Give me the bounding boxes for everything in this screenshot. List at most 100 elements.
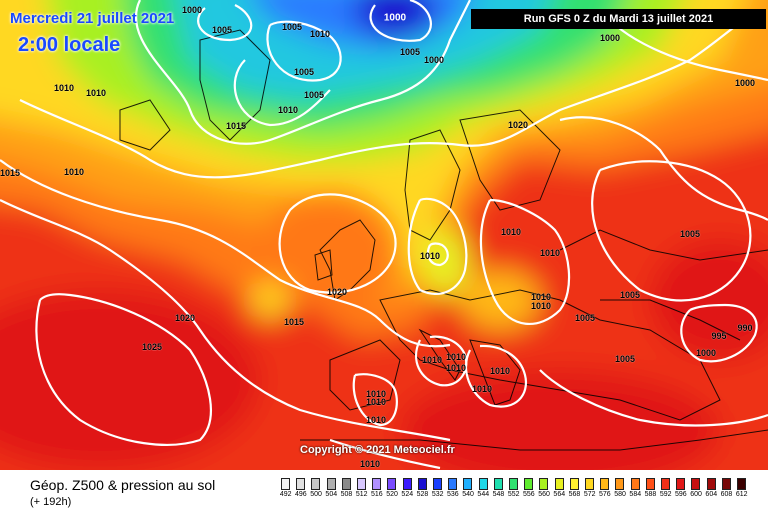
scale-label: 600 <box>690 491 702 498</box>
isobar-label: 1010 <box>489 366 511 376</box>
scale-swatch <box>585 478 594 490</box>
scale-label: 520 <box>386 491 398 498</box>
scale-label: 604 <box>705 491 718 498</box>
scale-swatch <box>615 478 625 490</box>
scale-label: 540 <box>462 491 474 498</box>
isobar-label: 1010 <box>63 167 85 177</box>
scale-swatch <box>372 478 382 490</box>
scale-swatch <box>737 478 746 490</box>
scale-label: 524 <box>401 491 414 498</box>
isobar-label: 1010 <box>365 415 387 425</box>
isobar-label: 1000 <box>181 5 203 15</box>
scale-label: 568 <box>568 491 581 498</box>
isobar-label: 1010 <box>539 248 561 258</box>
isobar-label: 1010 <box>277 105 299 115</box>
scale-swatch <box>478 478 488 490</box>
scale-swatch <box>281 478 290 490</box>
scale-label: 500 <box>310 491 322 498</box>
scale-label: 580 <box>614 491 626 498</box>
isobar-label: 1010 <box>359 459 381 469</box>
isobar-label: 1010 <box>365 389 387 399</box>
geopotential-field <box>0 0 768 470</box>
isobar-label: 1015 <box>0 168 21 178</box>
scale-swatch <box>554 478 564 490</box>
isobar-label: 1010 <box>445 352 467 362</box>
scale-label: 552 <box>507 491 520 498</box>
isobar-label: 1020 <box>174 313 196 323</box>
scale-swatch <box>661 478 670 490</box>
scale-swatch <box>463 478 473 490</box>
weather-map: Mercredi 21 juillet 2021 2:00 locale Run… <box>0 0 768 470</box>
scale-label: 584 <box>629 491 642 498</box>
isobar-label: 1020 <box>326 287 348 297</box>
isobar-label: 1005 <box>211 25 233 35</box>
scale-swatch <box>569 478 579 490</box>
scale-label: 528 <box>416 491 429 498</box>
lead-time: (+ 192h) <box>30 496 72 508</box>
isobar-label: 1010 <box>421 355 443 365</box>
scale-label: 512 <box>355 491 368 498</box>
copyright-notice: Copyright © 2021 Meteociel.fr <box>300 444 455 456</box>
forecast-date: Mercredi 21 juillet 2021 <box>10 10 175 27</box>
scale-swatch <box>341 478 351 490</box>
isobar-label: 990 <box>737 323 753 333</box>
scale-label: 492 <box>279 491 292 498</box>
isobar-label: 1000 <box>599 33 621 43</box>
isobar-label: 1005 <box>293 67 315 77</box>
scale-label: 516 <box>371 491 383 498</box>
scale-label: 572 <box>583 491 596 498</box>
scale-swatch <box>326 478 336 490</box>
scale-swatch <box>448 478 458 490</box>
scale-label: 548 <box>492 491 505 498</box>
scale-label: 588 <box>644 491 657 498</box>
isobar-label: 1020 <box>507 120 529 130</box>
isobar-label: 1010 <box>471 384 493 394</box>
scale-swatch <box>509 478 518 490</box>
isobar-label: 1010 <box>85 88 107 98</box>
scale-swatch <box>417 478 427 490</box>
isobar-label: 1005 <box>574 313 596 323</box>
scale-swatch <box>402 478 412 490</box>
legend-footer: Géop. Z500 & pression au sol (+ 192h) 49… <box>0 470 768 512</box>
scale-swatch <box>676 478 686 490</box>
scale-label: 592 <box>659 491 672 498</box>
scale-swatch <box>706 478 716 490</box>
isobar-label: 1010 <box>445 363 467 373</box>
scale-swatch <box>600 478 610 490</box>
color-scale: 492 496 500 504 508 512 516 520 524 528 532 536 540 5… <box>279 478 751 508</box>
isobar-label: 1005 <box>281 22 303 32</box>
model-run-banner: Run GFS 0 Z du Mardi 13 juillet 2021 <box>471 9 766 29</box>
scale-swatch <box>645 478 655 490</box>
scale-swatch <box>493 478 503 490</box>
scale-label: 504 <box>325 491 338 498</box>
isobar-label: 1015 <box>283 317 305 327</box>
scale-label: 608 <box>720 491 733 498</box>
scale-swatch <box>296 478 306 490</box>
isobar-label: 1000 <box>423 55 445 65</box>
isobar-label: 1005 <box>679 229 701 239</box>
isobar-label: 1015 <box>225 121 247 131</box>
isobar-label: 1025 <box>141 342 163 352</box>
isobar-label: 1010 <box>309 29 331 39</box>
scale-swatch <box>524 478 534 490</box>
isobar-label: 1010 <box>530 292 552 302</box>
scale-label: 612 <box>735 491 748 498</box>
product-title: Géop. Z500 & pression au sol <box>30 477 216 493</box>
isobar-label: 1010 <box>500 227 522 237</box>
isobar-label: 995 <box>711 331 727 341</box>
isobar-label: 1005 <box>619 290 641 300</box>
isobar-label: 1010 <box>365 397 387 407</box>
scale-swatch <box>311 478 321 490</box>
isobar-label: 1010 <box>530 301 552 311</box>
scale-label: 576 <box>599 491 611 498</box>
scale-label: 564 <box>553 491 566 498</box>
scale-label: 496 <box>295 491 307 498</box>
isobar-label: 1005 <box>614 354 636 364</box>
scale-label: 544 <box>477 491 490 498</box>
scale-label: 596 <box>675 491 687 498</box>
isobar-label: 1005 <box>399 47 421 57</box>
scale-swatch <box>691 478 701 490</box>
isobar-label: 1010 <box>53 83 75 93</box>
scale-swatch <box>539 478 549 490</box>
scale-label: 560 <box>538 491 550 498</box>
